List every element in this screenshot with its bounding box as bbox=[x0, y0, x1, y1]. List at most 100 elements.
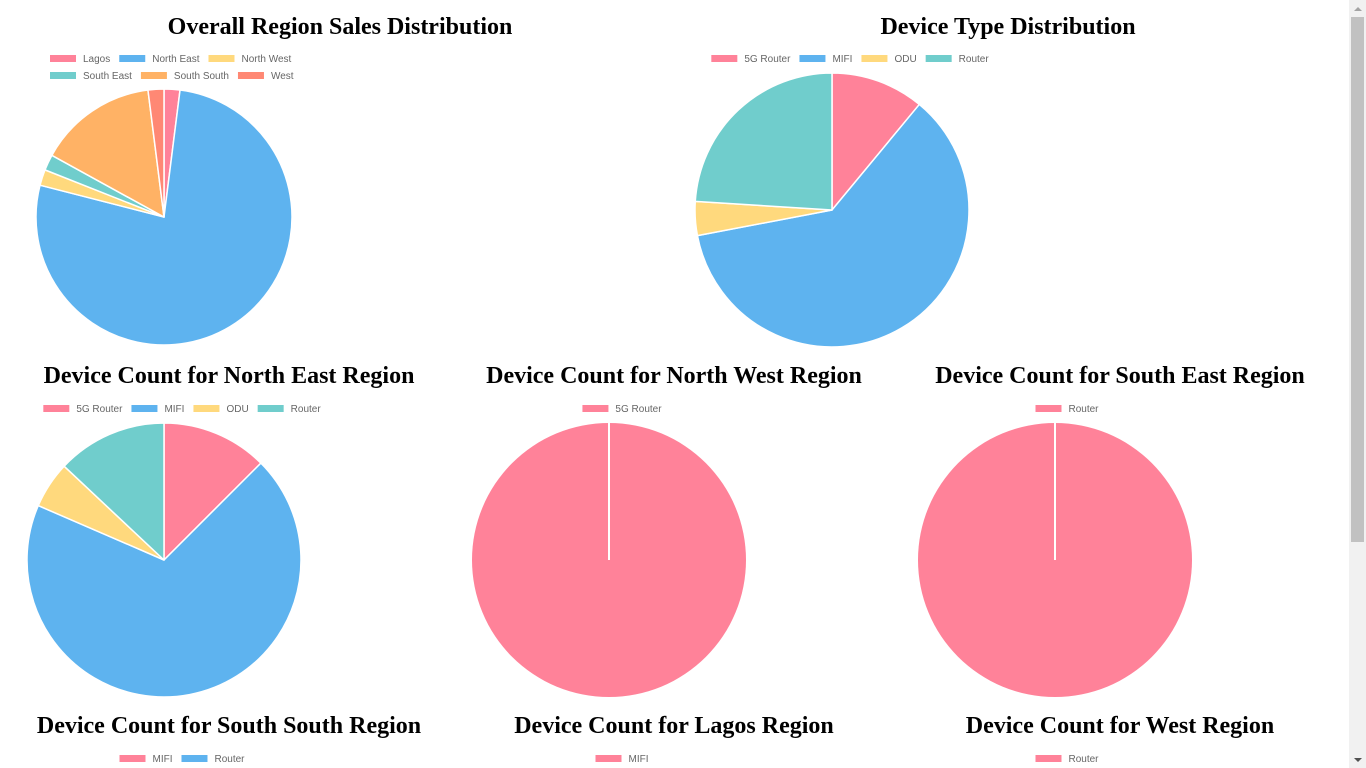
pie bbox=[918, 423, 1192, 697]
pie-slice-router[interactable] bbox=[694, 72, 833, 211]
pie-slice-west[interactable] bbox=[147, 88, 165, 218]
legend-item-odu[interactable]: ODU bbox=[861, 54, 917, 65]
chart-lagos: MIFI bbox=[595, 754, 649, 765]
chart-device: 5G Router MIFI ODU Router bbox=[694, 54, 989, 348]
legend-item-mifi[interactable]: MIFI bbox=[131, 404, 184, 415]
chart-ss: MIFI Router bbox=[119, 754, 245, 765]
legend-swatch bbox=[50, 55, 76, 62]
pie-slice-router[interactable] bbox=[63, 422, 165, 561]
chart-title-west: Device Count for West Region bbox=[965, 713, 1275, 739]
pie-slice-mifi[interactable] bbox=[26, 462, 302, 698]
pie-slice-south-south[interactable] bbox=[51, 89, 165, 218]
scroll-down-arrow-icon[interactable] bbox=[1349, 751, 1366, 768]
legend-item-mifi[interactable]: MIFI bbox=[595, 754, 649, 765]
scroll-thumb[interactable] bbox=[1351, 17, 1364, 542]
legend-swatch bbox=[595, 755, 622, 762]
legend-item-router[interactable]: Router bbox=[1035, 404, 1099, 415]
chart-nw: 5G Router bbox=[472, 404, 746, 697]
pie bbox=[472, 423, 746, 697]
legend-item-router[interactable]: Router bbox=[925, 54, 990, 65]
legend-swatch bbox=[711, 55, 738, 62]
chart-title-overall: Overall Region Sales Distribution bbox=[167, 14, 513, 40]
legend-label: North West bbox=[241, 54, 291, 65]
legend-item-5g-router[interactable]: 5G Router bbox=[711, 54, 791, 65]
legend-swatch bbox=[582, 405, 609, 412]
legend: 5G Router MIFI ODU Router bbox=[711, 54, 989, 65]
legend-label: West bbox=[271, 71, 294, 82]
chart-west: Router bbox=[1035, 754, 1099, 765]
pie bbox=[26, 422, 302, 698]
legend-label: 5G Router bbox=[76, 404, 123, 415]
legend: Lagos North East North West South East South… bbox=[50, 54, 294, 82]
vertical-scrollbar[interactable] bbox=[1349, 0, 1366, 768]
pie-slice-5g-router[interactable] bbox=[831, 72, 921, 211]
legend-label: South South bbox=[174, 71, 229, 82]
legend-item-odu[interactable]: ODU bbox=[193, 404, 249, 415]
legend-item-west[interactable]: West bbox=[237, 71, 294, 82]
pie-slice-mifi[interactable] bbox=[696, 103, 970, 348]
legend-label: Lagos bbox=[83, 54, 110, 65]
legend-item-north-east[interactable]: North East bbox=[119, 54, 200, 65]
legend: MIFI Router bbox=[119, 754, 245, 765]
legend-label: South East bbox=[83, 71, 132, 82]
legend-label: MIFI bbox=[164, 404, 184, 415]
legend-swatch bbox=[140, 72, 167, 79]
legend-item-lagos[interactable]: Lagos bbox=[50, 54, 110, 65]
legend-swatch bbox=[119, 755, 146, 762]
legend-swatch bbox=[131, 405, 158, 412]
legend-label: ODU bbox=[226, 404, 248, 415]
legend-label: Router bbox=[1068, 404, 1099, 415]
legend-item-5g-router[interactable]: 5G Router bbox=[582, 404, 662, 415]
chart-title-ss: Device Count for South South Region bbox=[36, 713, 422, 739]
chart-title-ne: Device Count for North East Region bbox=[43, 363, 415, 389]
legend-item-south-south[interactable]: South South bbox=[140, 71, 229, 82]
legend-swatch bbox=[861, 55, 888, 62]
chart-title-nw: Device Count for North West Region bbox=[486, 363, 862, 389]
legend-swatch bbox=[50, 72, 76, 79]
pie-slice-5g-router[interactable] bbox=[163, 422, 262, 561]
chart-title-lagos: Device Count for Lagos Region bbox=[514, 713, 834, 739]
legend-label: Router bbox=[291, 404, 322, 415]
legend-item-north-west[interactable]: North West bbox=[208, 54, 292, 65]
legend-swatch bbox=[257, 405, 284, 412]
legend-label: MIFI bbox=[629, 754, 649, 765]
legend-label: Router bbox=[1068, 754, 1099, 765]
legend-label: North East bbox=[152, 54, 199, 65]
legend-label: Router bbox=[959, 54, 990, 65]
pie bbox=[694, 72, 970, 348]
legend-swatch bbox=[208, 55, 235, 62]
legend-item-mifi[interactable]: MIFI bbox=[119, 754, 172, 765]
legend-item-5g-router[interactable]: 5G Router bbox=[43, 404, 123, 415]
legend-swatch bbox=[43, 405, 70, 412]
legend-item-router[interactable]: Router bbox=[181, 754, 245, 765]
legend-label: 5G Router bbox=[744, 54, 791, 65]
legend-item-mifi[interactable]: MIFI bbox=[799, 54, 852, 65]
legend-swatch bbox=[193, 405, 220, 412]
legend-swatch bbox=[1035, 755, 1062, 762]
legend: 5G Router MIFI ODU Router bbox=[43, 404, 321, 415]
chart-title-device: Device Type Distribution bbox=[880, 14, 1136, 40]
legend-label: MIFI bbox=[832, 54, 852, 65]
legend-label: Router bbox=[214, 754, 245, 765]
legend-label: 5G Router bbox=[615, 404, 662, 415]
legend-label: MIFI bbox=[152, 754, 172, 765]
legend: MIFI bbox=[595, 754, 649, 765]
legend: Router bbox=[1035, 754, 1099, 765]
legend-item-router[interactable]: Router bbox=[1035, 754, 1099, 765]
legend-swatch bbox=[237, 72, 264, 79]
legend-swatch bbox=[119, 55, 146, 62]
legend-swatch bbox=[1035, 405, 1062, 412]
legend-swatch bbox=[925, 55, 952, 62]
legend-item-router[interactable]: Router bbox=[257, 404, 322, 415]
scroll-up-arrow-icon[interactable] bbox=[1349, 0, 1366, 17]
legend: Router bbox=[1035, 404, 1099, 415]
chart-title-se: Device Count for South East Region bbox=[935, 363, 1305, 389]
legend: 5G Router bbox=[582, 404, 662, 415]
legend-label: ODU bbox=[894, 54, 916, 65]
chart-overall: Lagos North East North West South East South… bbox=[35, 54, 294, 346]
legend-swatch bbox=[181, 755, 208, 762]
legend-swatch bbox=[799, 55, 826, 62]
pie bbox=[35, 88, 293, 346]
legend-item-south-east[interactable]: South East bbox=[50, 71, 132, 82]
